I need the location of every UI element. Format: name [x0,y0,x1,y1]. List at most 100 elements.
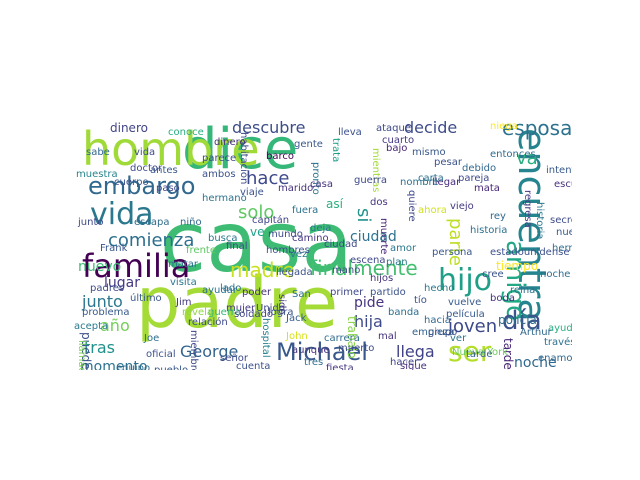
word: George [180,342,239,361]
word: enamorado [538,353,572,364]
word: Joe [144,333,160,344]
word: pide [354,295,385,311]
word: estadounidense [490,247,570,258]
word: plan [386,257,408,268]
word: noche [514,355,557,370]
word: miembro [188,330,199,370]
word: Jack [286,313,307,324]
word: capitán [252,215,290,226]
word: hijos [370,273,394,284]
word-cloud: casa padre dice hombre encuentra familia Micha… [70,118,572,370]
word: vida [90,197,154,232]
word: antes [150,165,178,176]
word: si [353,208,374,223]
word: viaje [240,187,264,198]
word: mismo [412,147,446,158]
word: poder [242,287,272,298]
word: paso [156,183,180,194]
word: hombre [82,122,260,176]
word: casa [160,193,353,291]
word: tiempo [496,259,539,273]
word: tras [84,338,115,357]
word: amor [390,243,417,254]
word: hermana [552,243,572,254]
word: deja [310,223,332,234]
word: llega [396,342,435,361]
word: cuerpo [114,177,149,188]
word: carta [418,173,444,184]
word: tres [304,357,324,368]
word: entonces [490,149,536,160]
word: fuera [292,205,319,216]
word: año [100,316,130,335]
word: comienza [108,230,195,251]
word: madre [230,258,295,282]
word: Frank [100,243,128,254]
word: va [516,148,538,169]
word: Unido [256,303,285,314]
word: dinero [110,121,148,135]
word: doctor [130,163,163,174]
word: ciudad [324,239,358,250]
word: escena [350,255,386,266]
word: casa [310,179,333,190]
word: niño [180,217,202,228]
word: cuarto [382,135,415,146]
word: busca [208,233,238,244]
word: pareja [458,173,490,184]
word: boda [490,293,515,304]
word: reina [510,285,536,296]
word: descubre [232,118,306,137]
word: ataque [376,123,412,134]
word: noche [540,269,571,280]
word: finalmente [310,256,418,280]
word: pueblo [154,366,188,371]
word: muestra [76,169,118,180]
word: acepta [74,321,109,332]
word: momento [80,359,148,370]
word: logra [268,307,294,318]
word: hace [246,168,290,189]
word: llegar [432,177,461,188]
word: tarde [466,349,493,360]
word: ahora [418,205,447,216]
word: hermano [202,193,247,204]
word: gente [294,139,323,150]
word: final [226,241,248,252]
word: llamado [76,340,87,370]
word: sabe [86,147,110,158]
word: empieza [412,327,455,338]
word: día [502,306,542,336]
word: visita [170,277,197,288]
word: pesar [434,157,462,168]
word: joven [448,316,498,337]
word: sigue [400,361,427,371]
word: quiere [406,190,417,222]
word: rey [490,211,506,222]
word: escapa [134,217,170,228]
word: hecho [424,283,455,294]
word: mundo [268,229,303,240]
word: guerra [208,307,242,318]
word: ver [450,333,467,344]
word: embargo [88,172,196,200]
word: así [326,197,343,211]
word: ciudad [350,229,397,245]
word: dinero [214,137,246,148]
word: escuela [554,179,572,190]
word: policía [498,313,537,327]
word: mal [378,331,397,342]
word: historia [470,225,508,236]
word: cuenta [236,361,271,371]
word: Nueva York [452,347,508,358]
word: mata [474,183,500,194]
word: cree [482,269,504,280]
word: señor [220,353,248,364]
word: través [544,337,572,348]
word: vuelve [448,297,482,308]
word: decide [404,118,458,137]
word: lleva [338,127,362,138]
word: solo [238,202,275,223]
word: dos [370,197,388,208]
word: San [292,289,311,300]
